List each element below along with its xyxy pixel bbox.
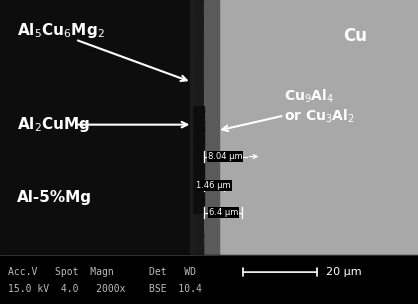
Text: Acc.V   Spot  Magn      Det   WD: Acc.V Spot Magn Det WD (8, 267, 196, 277)
Bar (204, 0, 219, 255)
Text: Cu: Cu (343, 27, 367, 46)
Text: 1.46 μm: 1.46 μm (196, 181, 231, 190)
Text: Al$_5$Cu$_6$Mg$_2$: Al$_5$Cu$_6$Mg$_2$ (17, 21, 104, 40)
Text: 6.4 μm: 6.4 μm (209, 208, 238, 217)
Bar (219, 0, 418, 255)
Bar (0, 0, 190, 255)
Text: 20 μm: 20 μm (326, 267, 362, 277)
Text: 15.0 kV  4.0   2000x    BSE  10.4: 15.0 kV 4.0 2000x BSE 10.4 (8, 285, 202, 294)
Text: Al$_2$CuMg: Al$_2$CuMg (17, 115, 90, 134)
Bar (190, 0, 204, 255)
Bar (0, 255, 418, 304)
Text: Al-5%Mg: Al-5%Mg (17, 190, 92, 205)
Text: 8.04 μm: 8.04 μm (208, 152, 242, 161)
Text: Cu$_9$Al$_4$
or Cu$_3$Al$_2$: Cu$_9$Al$_4$ or Cu$_3$Al$_2$ (284, 88, 355, 125)
